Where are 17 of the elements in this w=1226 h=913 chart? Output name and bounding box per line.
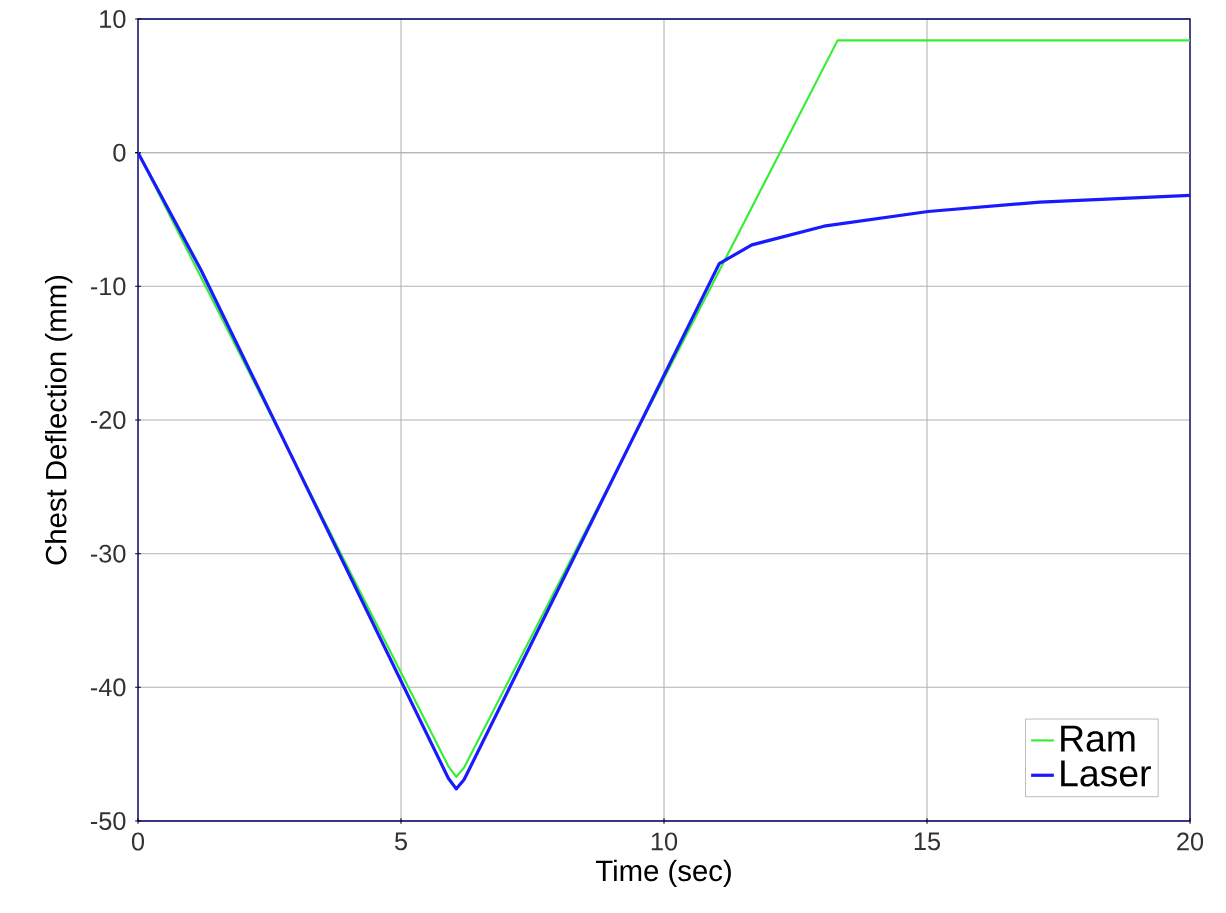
x-tick-label: 5	[394, 832, 407, 851]
x-tick-label: 15	[914, 832, 941, 851]
x-tick-label: 10	[651, 832, 678, 851]
y-tick-label: -20	[90, 411, 126, 429]
x-tick-label: 20	[1177, 832, 1204, 851]
y-tick-label: 0	[113, 143, 126, 162]
x-axis-title: Time (sec)	[595, 859, 731, 887]
y-tick-label: -50	[90, 812, 126, 830]
line-series	[138, 151, 1191, 791]
y-tick-label: 10	[100, 10, 126, 28]
y-tick-label: -10	[90, 277, 126, 296]
y-tick-label: -30	[90, 544, 126, 563]
legend-label: Laser	[1061, 760, 1151, 787]
x-tick-label: 0	[131, 832, 145, 851]
y-axis-title: Chest Deflection (mm)	[44, 275, 73, 565]
legend-label: Ram	[1061, 725, 1135, 752]
y-tick-label: -40	[90, 678, 126, 697]
